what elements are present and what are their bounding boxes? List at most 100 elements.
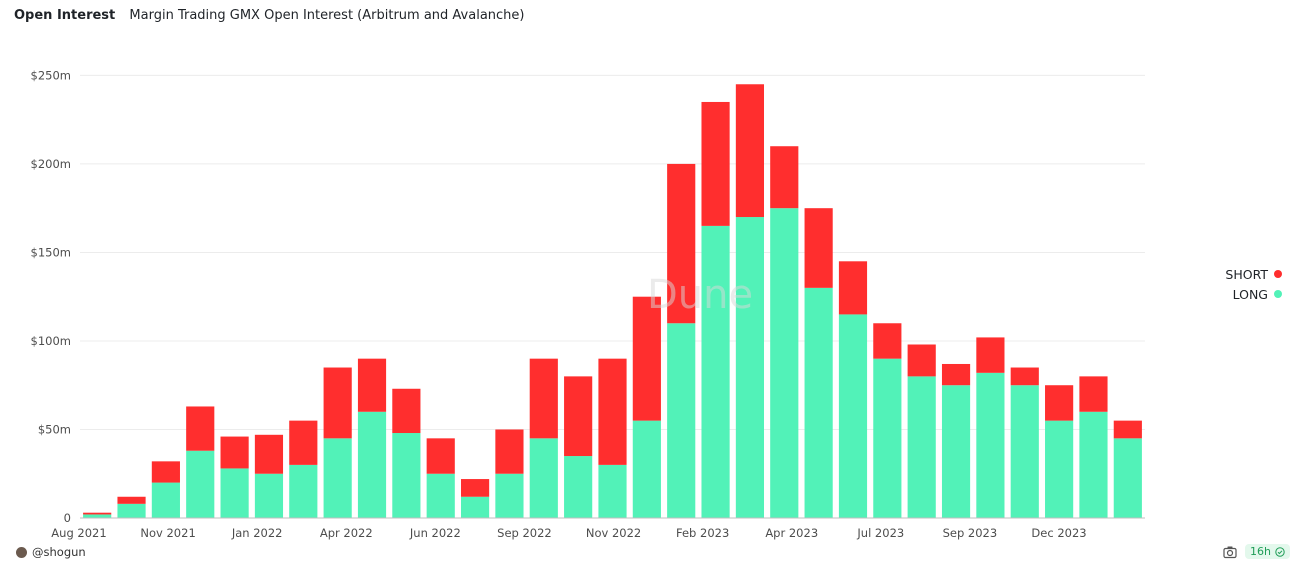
bar-short[interactable] [254, 434, 284, 474]
bar-short[interactable] [907, 344, 936, 377]
y-tick-label: 0 [64, 511, 71, 525]
bar-long[interactable] [735, 217, 765, 518]
axis-layer: 0 $50m $100m $150m $200m $250m Aug 2021 Nov 202… [31, 68, 1145, 540]
bar-short[interactable] [564, 376, 593, 457]
legend-item-long[interactable]: LONG [1225, 284, 1282, 304]
bar-long[interactable] [564, 456, 593, 518]
bar-long[interactable] [907, 376, 936, 518]
bar-short[interactable] [941, 363, 971, 386]
bar-short[interactable] [392, 388, 421, 434]
bar-long[interactable] [1010, 385, 1039, 518]
bar-short[interactable] [976, 337, 1005, 373]
bar-short[interactable] [151, 461, 180, 483]
footer-actions: 16h [1223, 544, 1290, 559]
y-tick-label: $200m [31, 157, 71, 171]
bar-short[interactable] [220, 436, 249, 469]
bar-long[interactable] [83, 514, 112, 518]
bar-long[interactable] [873, 358, 902, 518]
bar-long[interactable] [392, 433, 421, 518]
bar-long[interactable] [323, 438, 352, 518]
chart-legend: SHORT LONG [1225, 264, 1282, 304]
bar-long[interactable] [667, 323, 696, 518]
age-label: 16h [1250, 545, 1271, 558]
bar-long[interactable] [426, 473, 455, 518]
bar-long[interactable] [460, 496, 490, 518]
freshness-badge[interactable]: 16h [1245, 544, 1290, 559]
bar-short[interactable] [838, 261, 868, 315]
check-circle-icon [1275, 546, 1285, 557]
x-tick-label: Jan 2022 [231, 526, 283, 540]
x-tick-label: Sep 2022 [497, 526, 552, 540]
bar-long[interactable] [254, 473, 284, 518]
chart-header: Open Interest Margin Trading GMX Open In… [14, 8, 524, 23]
x-tick-label: Apr 2022 [320, 526, 373, 540]
bar-short[interactable] [83, 512, 112, 515]
bar-short[interactable] [667, 163, 696, 324]
bar-short[interactable] [460, 479, 490, 497]
bar-long[interactable] [151, 482, 180, 518]
avatar [16, 546, 27, 558]
bar-long[interactable] [1045, 420, 1074, 518]
bar-short[interactable] [495, 429, 524, 474]
x-tick-label: Apr 2023 [765, 526, 818, 540]
bar-long[interactable] [804, 287, 833, 518]
bar-long[interactable] [220, 468, 249, 518]
bar-short[interactable] [1010, 367, 1039, 386]
bar-long[interactable] [289, 464, 318, 518]
bar-long[interactable] [632, 420, 661, 518]
watermark: Dune [647, 272, 753, 318]
x-tick-label: Aug 2021 [51, 526, 106, 540]
author-link[interactable]: @shogun [16, 545, 86, 559]
bar-long[interactable] [838, 314, 868, 518]
long-dot-icon [1274, 290, 1282, 298]
bar-layer [83, 84, 1142, 518]
bar-long[interactable] [976, 372, 1005, 518]
author-name: @shogun [32, 545, 86, 559]
bar-short[interactable] [1045, 385, 1074, 421]
bar-long[interactable] [529, 438, 558, 518]
bar-long[interactable] [495, 473, 524, 518]
bar-short[interactable] [1113, 420, 1142, 439]
x-tick-label: Feb 2023 [676, 526, 729, 540]
bar-short[interactable] [426, 438, 455, 474]
bar-short[interactable] [289, 420, 318, 465]
bar-long[interactable] [701, 225, 730, 518]
x-tick-label: Nov 2022 [586, 526, 641, 540]
bar-short[interactable] [770, 146, 799, 209]
x-tick-label: Jun 2022 [409, 526, 461, 540]
y-tick-label: $150m [31, 245, 71, 259]
bar-short[interactable] [323, 367, 352, 439]
x-tick-label: Jul 2023 [856, 526, 904, 540]
bar-long[interactable] [357, 411, 387, 518]
legend-item-short[interactable]: SHORT [1225, 264, 1282, 284]
legend-label-short: SHORT [1225, 266, 1268, 282]
bar-short[interactable] [598, 358, 627, 465]
bar-long[interactable] [1113, 438, 1142, 518]
bar-short[interactable] [701, 101, 730, 226]
bar-long[interactable] [1079, 411, 1108, 518]
bar-short[interactable] [357, 358, 387, 412]
x-tick-label: Dec 2023 [1031, 526, 1086, 540]
bar-short[interactable] [735, 84, 765, 218]
bar-long[interactable] [941, 385, 971, 518]
bar-long[interactable] [598, 464, 627, 518]
bar-short[interactable] [1079, 376, 1108, 412]
x-tick-label: Nov 2021 [140, 526, 195, 540]
bar-short[interactable] [117, 496, 146, 504]
bar-long[interactable] [186, 450, 215, 518]
y-tick-label: $50m [38, 422, 71, 436]
x-tick-label: Sep 2023 [943, 526, 998, 540]
camera-icon[interactable] [1223, 545, 1237, 559]
bar-short[interactable] [529, 358, 558, 439]
y-tick-label: $100m [31, 334, 71, 348]
bar-short[interactable] [873, 323, 902, 359]
bar-long[interactable] [117, 503, 146, 518]
bar-short[interactable] [186, 406, 215, 451]
chart-subtitle: Margin Trading GMX Open Interest (Arbitr… [129, 8, 525, 23]
bar-short[interactable] [632, 296, 661, 421]
bar-short[interactable] [804, 208, 833, 288]
short-dot-icon [1274, 270, 1282, 278]
y-tick-label: $250m [31, 68, 71, 82]
bar-long[interactable] [770, 208, 799, 518]
